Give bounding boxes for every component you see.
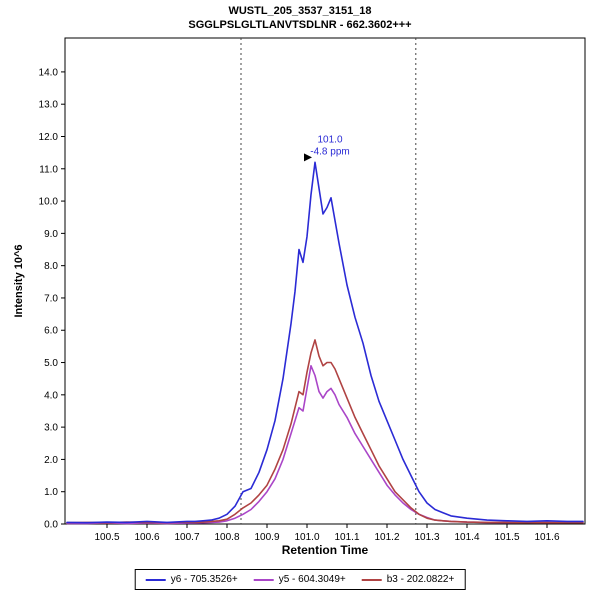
annotation-ppm: -4.8 ppm xyxy=(310,146,349,157)
x-tick-label: 101.5 xyxy=(494,532,519,543)
y-tick-label: 1.0 xyxy=(44,487,58,498)
series-y6[interactable] xyxy=(66,161,584,524)
x-tick-label: 100.7 xyxy=(174,532,199,543)
y-tick-label: 4.0 xyxy=(44,390,58,401)
y-tick-label: 3.0 xyxy=(44,423,58,434)
plot-border xyxy=(64,37,586,525)
x-tick-label: 100.9 xyxy=(254,532,279,543)
y-tick-label: 13.0 xyxy=(39,100,59,111)
x-tick-label: 100.5 xyxy=(94,532,119,543)
title-line1: WUSTL_205_3537_3151_18 xyxy=(228,5,372,17)
legend-label-b3: b3 - 202.0822+ xyxy=(386,574,455,585)
title-line2: SGGLPSLGLTLANVTSDLNR - 662.3602+++ xyxy=(188,19,412,31)
x-tick-label: 100.6 xyxy=(134,532,159,543)
y-axis-label: Intensity 10^6 xyxy=(13,244,25,318)
legend-item-y6: y6 - 705.3526+ xyxy=(145,574,238,585)
legend-item-b3: b3 - 202.0822+ xyxy=(361,574,455,585)
legend-label-y6: y6 - 705.3526+ xyxy=(170,574,238,585)
y-tick-label: 11.0 xyxy=(39,164,58,175)
annotation-retention-time: 101.0 xyxy=(317,134,342,145)
legend-swatch-b3 xyxy=(361,578,382,581)
chart-title: WUSTL_205_3537_3151_18 SGGLPSLGLTLANVTSD… xyxy=(0,4,600,32)
x-axis-label: Retention Time xyxy=(281,543,369,557)
y-tick-label: 6.0 xyxy=(44,326,58,337)
y-tick-label: 7.0 xyxy=(44,293,58,304)
y-tick-label: 8.0 xyxy=(44,261,58,272)
legend: y6 - 705.3526+ y5 - 604.3049+ b3 - 202.0… xyxy=(134,569,466,590)
x-tick-label: 101.0 xyxy=(294,532,319,543)
series-b3[interactable] xyxy=(66,339,584,524)
y-tick-label: 5.0 xyxy=(44,358,58,369)
y-tick-label: 10.0 xyxy=(39,197,59,208)
y-tick-label: 14.0 xyxy=(39,67,59,78)
x-tick-label: 101.2 xyxy=(374,532,399,543)
y-tick-label: 12.0 xyxy=(39,132,59,143)
y-tick-label: 0.0 xyxy=(44,520,58,531)
peak-marker xyxy=(304,153,312,162)
series-y5[interactable] xyxy=(66,364,584,525)
x-tick-label: 101.6 xyxy=(534,532,559,543)
x-tick-label: 101.4 xyxy=(454,532,479,543)
x-tick-label: 101.3 xyxy=(414,532,439,543)
x-tick-label: 100.8 xyxy=(214,532,239,543)
legend-swatch-y6 xyxy=(145,578,166,581)
legend-item-y5: y5 - 604.3049+ xyxy=(253,574,346,585)
y-tick-label: 2.0 xyxy=(44,455,58,466)
x-tick-label: 101.1 xyxy=(334,532,359,543)
legend-swatch-y5 xyxy=(253,578,274,581)
legend-label-y5: y5 - 604.3049+ xyxy=(278,574,346,585)
y-tick-label: 9.0 xyxy=(44,229,58,240)
